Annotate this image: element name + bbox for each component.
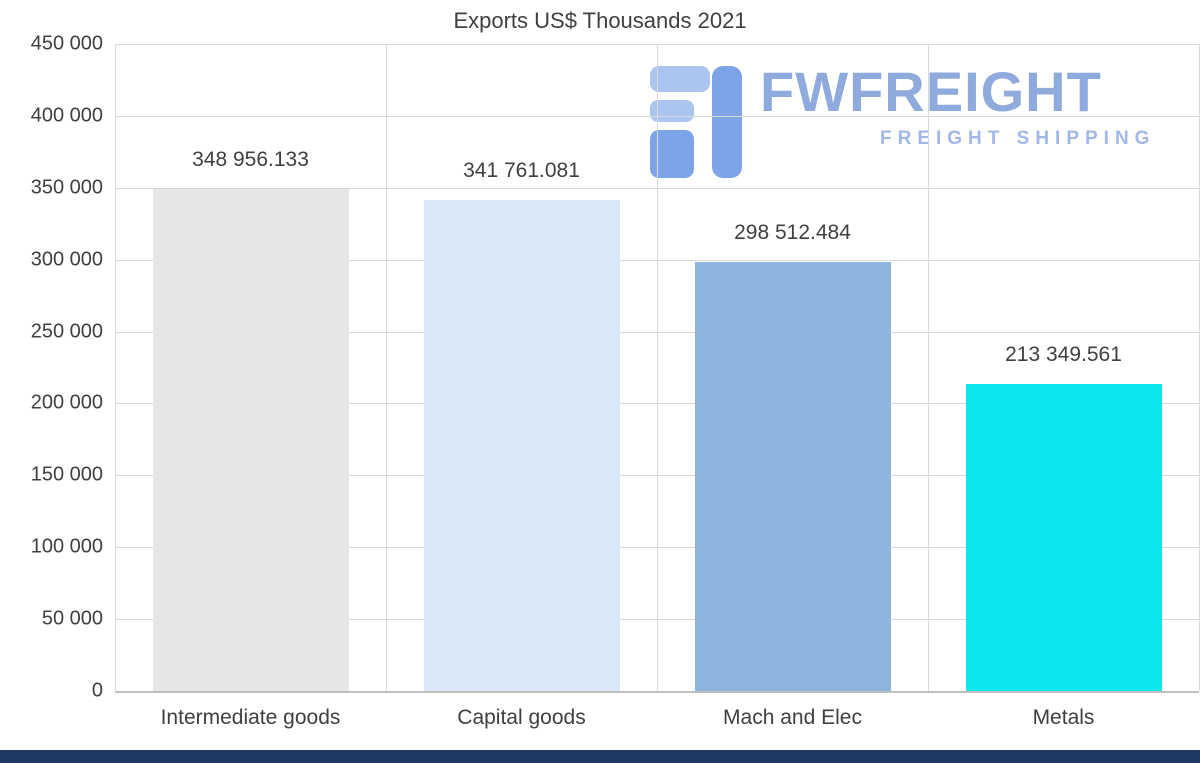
y-tick-label: 200 000 [30,391,103,414]
bar-value-label: 341 761.081 [463,158,580,182]
y-tick-label: 150 000 [30,463,103,486]
gridline-v [386,44,387,691]
gridline-v [657,44,658,691]
y-tick-label: 450 000 [30,32,103,55]
bar-value-label: 213 349.561 [1005,343,1122,367]
bar [152,189,349,691]
y-tick-label: 400 000 [30,104,103,127]
y-axis-line [115,44,116,691]
logo-text: FWFREIGHT FREIGHT SHIPPING [760,64,1155,150]
bar [694,261,891,691]
y-tick-label: 100 000 [30,535,103,558]
y-tick-label: 0 [91,679,103,702]
category-label: Capital goods [457,706,586,729]
gridline-v [928,44,929,691]
bar-value-label: 298 512.484 [734,220,851,244]
bottom-strip [0,750,1200,763]
logo-f-icon [650,66,742,178]
y-tick-label: 250 000 [30,320,103,343]
y-tick-label: 350 000 [30,176,103,199]
category-label: Metals [1032,706,1095,729]
bar [965,384,1162,691]
category-label: Mach and Elec [723,706,862,729]
logo: FWFREIGHT FREIGHT SHIPPING [648,64,1155,184]
x-axis-line [115,691,1199,693]
logo-wordmark: FWFREIGHT [760,60,1102,123]
y-tick-label: 300 000 [30,248,103,271]
y-tick-label: 50 000 [41,607,103,630]
logo-tagline: FREIGHT SHIPPING [880,128,1156,149]
chart-title: Exports US$ Thousands 2021 [453,8,747,33]
bar [423,199,620,691]
bar-value-label: 348 956.133 [192,148,309,172]
category-label: Intermediate goods [160,706,341,729]
